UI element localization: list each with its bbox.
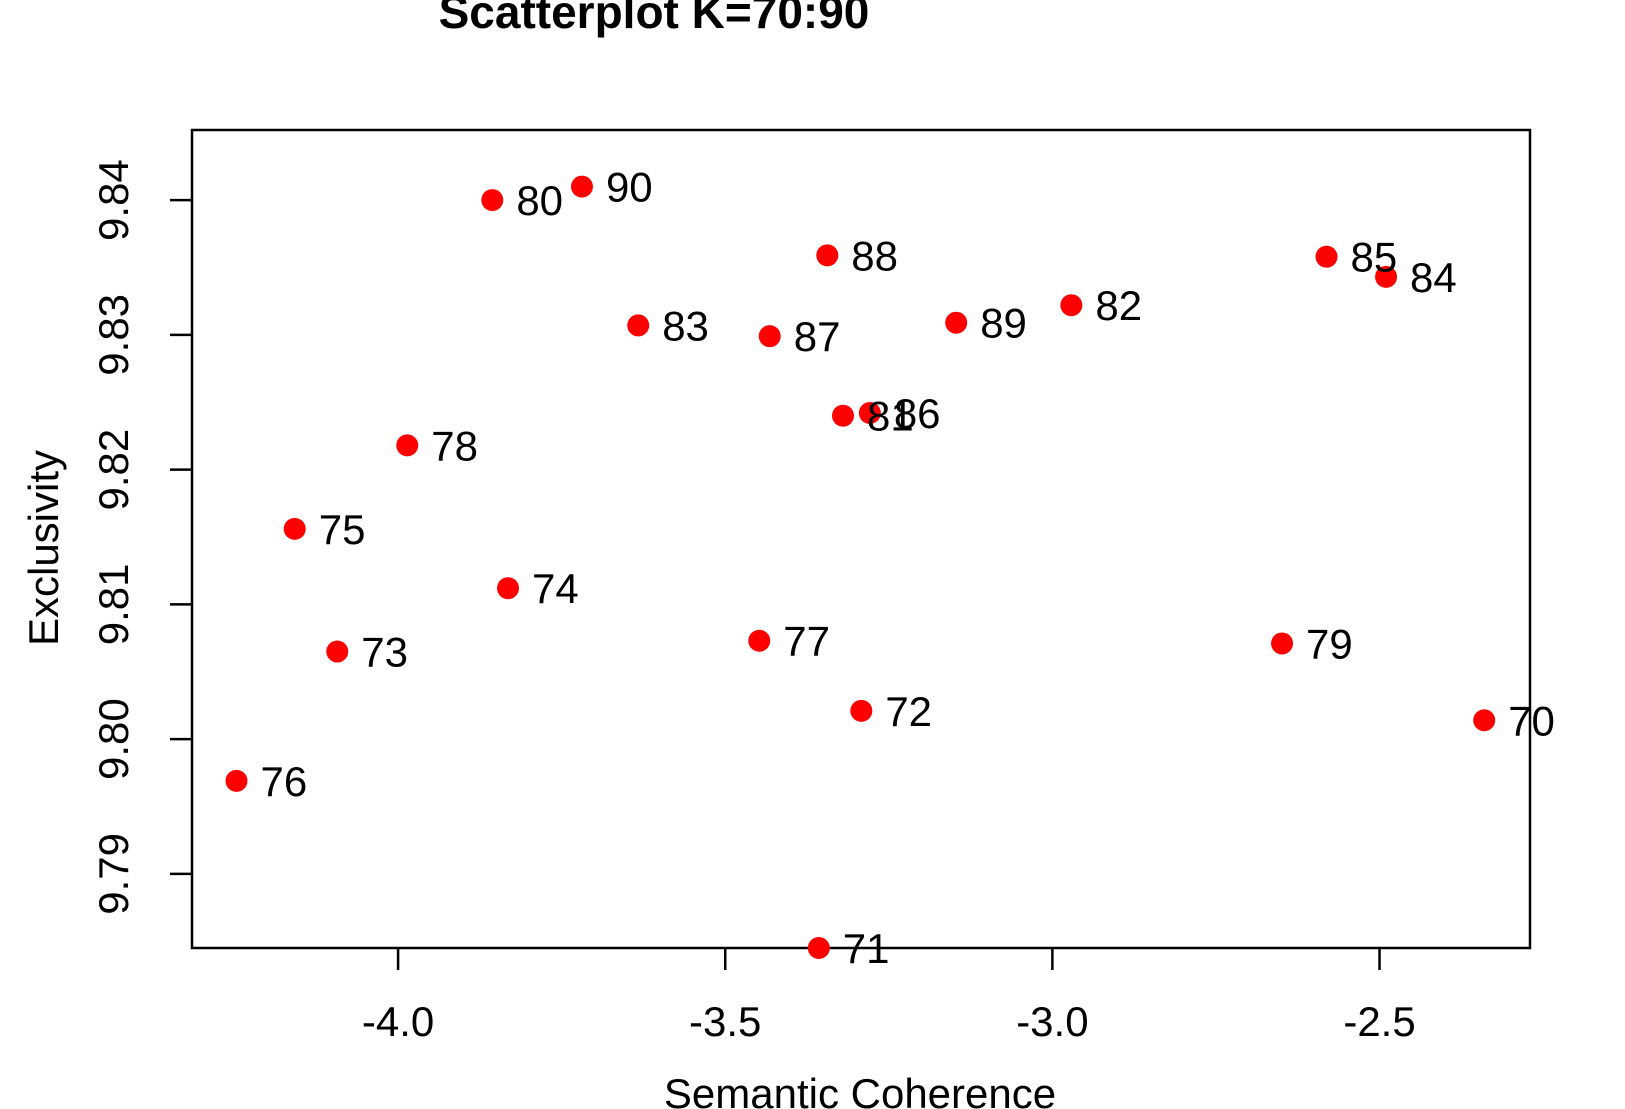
point-label: 71 xyxy=(843,925,890,972)
chart-title: Scatterplot K=70:90 xyxy=(439,0,870,38)
point-label: 84 xyxy=(1410,254,1457,301)
y-tick-label: 9.81 xyxy=(90,563,137,645)
data-point xyxy=(807,937,830,959)
x-tick-label: -3.5 xyxy=(689,998,761,1045)
point-label: 70 xyxy=(1508,697,1555,744)
x-axis: -4.0 -3.5 -3.0 -2.5 xyxy=(362,948,1416,1045)
point-label: 88 xyxy=(851,232,898,279)
data-point xyxy=(283,517,306,540)
data-point xyxy=(816,244,839,267)
point-label: 87 xyxy=(794,313,841,360)
point-label: 72 xyxy=(885,688,932,735)
data-point xyxy=(758,325,781,348)
y-tick-label: 9.84 xyxy=(90,159,137,241)
data-point xyxy=(627,314,650,337)
data-point xyxy=(1060,294,1083,317)
y-tick-label: 9.82 xyxy=(90,429,137,511)
point-label: 82 xyxy=(1095,282,1142,329)
data-point xyxy=(497,577,520,600)
data-point xyxy=(945,311,968,334)
point-label: 83 xyxy=(662,302,709,349)
data-point xyxy=(832,404,855,427)
y-axis-label: Exclusivity xyxy=(20,450,67,646)
point-label: 79 xyxy=(1306,620,1353,667)
y-tick-label: 9.83 xyxy=(90,294,137,376)
point-label: 78 xyxy=(431,422,478,469)
point-label: 86 xyxy=(894,390,941,437)
point-label: 74 xyxy=(532,565,579,612)
data-point xyxy=(570,175,593,198)
data-point xyxy=(396,434,419,457)
x-tick-label: -4.0 xyxy=(362,998,434,1045)
point-label: 89 xyxy=(980,300,1027,347)
point-label: 77 xyxy=(783,618,830,665)
x-tick-label: -3.0 xyxy=(1016,998,1088,1045)
point-label: 76 xyxy=(260,758,307,805)
data-points xyxy=(225,175,1496,959)
data-point xyxy=(748,629,771,652)
data-point xyxy=(326,640,349,663)
plot-frame xyxy=(190,128,1532,950)
y-axis: 9.79 9.80 9.81 9.82 9.83 9.84 xyxy=(90,159,192,915)
point-label: 90 xyxy=(606,164,653,211)
data-point xyxy=(1271,632,1294,655)
point-label: 85 xyxy=(1351,234,1398,281)
x-tick-label: -2.5 xyxy=(1343,998,1415,1045)
point-label: 75 xyxy=(319,506,366,553)
data-point xyxy=(1375,265,1398,288)
data-point xyxy=(1315,245,1338,268)
data-point xyxy=(850,699,873,722)
point-label: 80 xyxy=(516,177,563,224)
y-tick-label: 9.80 xyxy=(90,698,137,780)
data-point xyxy=(481,189,504,212)
data-point xyxy=(225,769,248,792)
data-point xyxy=(1473,709,1496,732)
y-tick-label: 9.79 xyxy=(90,833,137,915)
x-axis-label: Semantic Coherence xyxy=(664,1070,1056,1109)
data-point xyxy=(858,401,881,424)
point-label: 81 xyxy=(867,393,914,440)
point-label: 73 xyxy=(361,629,408,676)
